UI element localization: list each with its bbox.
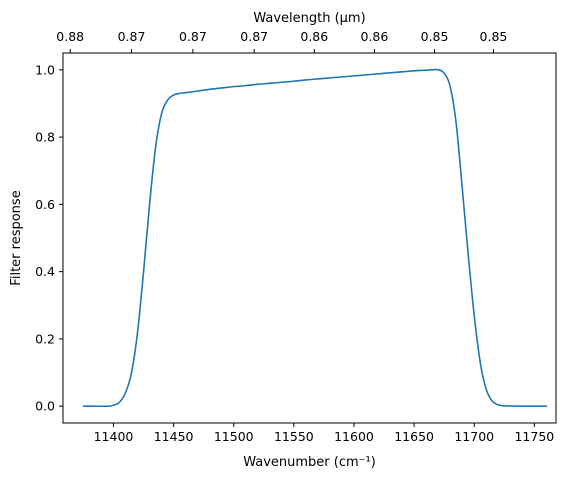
y-tick-label: 0.4	[35, 264, 55, 279]
x-axis-label: Wavenumber (cm⁻¹)	[243, 455, 376, 470]
x-tick-label: 11400	[94, 429, 134, 444]
series-layer	[82, 68, 548, 408]
y-axis-label: Filter response	[9, 190, 24, 285]
y-tick-label: 0.8	[35, 130, 55, 145]
top-x-axis-label: Wavelength (μm)	[253, 11, 365, 26]
y-tick-label: 0.6	[35, 197, 55, 212]
y-tick-label: 0.2	[35, 331, 55, 346]
top-x-tick-label: 0.88	[56, 29, 84, 44]
top-x-tick-label: 0.85	[421, 29, 449, 44]
plot-frame	[62, 52, 557, 424]
x-tick-label: 11550	[274, 429, 314, 444]
top-x-tick-label: 0.86	[361, 29, 389, 44]
top-x-tick-label: 0.87	[118, 29, 146, 44]
x-tick-label: 11650	[394, 429, 434, 444]
ticks-layer: 11400 11450 11500 11550 11600 11650 11700 11750…	[35, 29, 554, 444]
x-tick-label: 11500	[214, 429, 254, 444]
x-tick-label: 11450	[154, 429, 194, 444]
top-x-tick-label: 0.87	[240, 29, 268, 44]
top-x-tick-label: 0.87	[179, 29, 207, 44]
plot-area	[63, 53, 556, 423]
y-tick-label: 0.0	[35, 399, 55, 414]
x-tick-label: 11750	[514, 429, 554, 444]
filter-response-line	[82, 68, 548, 408]
x-tick-label: 11600	[334, 429, 374, 444]
top-x-tick-label: 0.85	[480, 29, 508, 44]
x-tick-label: 11700	[454, 429, 494, 444]
y-tick-label: 1.0	[35, 62, 55, 77]
top-x-tick-label: 0.86	[300, 29, 328, 44]
